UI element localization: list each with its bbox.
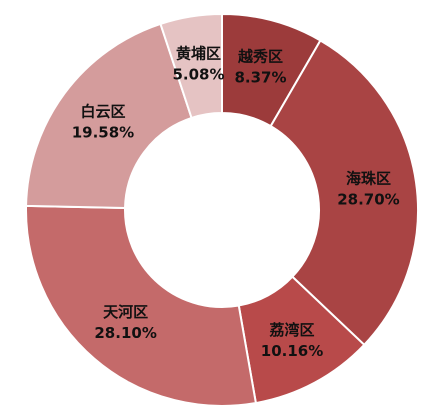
category-label: 白云区 <box>80 103 125 121</box>
donut-slice <box>269 39 419 347</box>
category-label: 天河区 <box>103 303 148 321</box>
donut-slice <box>25 204 258 407</box>
category-label: 荔湾区 <box>270 321 315 339</box>
category-label: 越秀区 <box>237 48 283 66</box>
value-label: 10.16% <box>261 342 323 360</box>
value-label: 28.70% <box>337 190 399 208</box>
category-label: 黄埔区 <box>176 44 221 62</box>
category-label: 海珠区 <box>346 169 391 187</box>
value-label: 28.10% <box>94 324 156 342</box>
value-label: 5.08% <box>172 65 224 83</box>
value-label: 8.37% <box>234 69 286 87</box>
donut-slice <box>25 22 193 209</box>
value-label: 19.58% <box>72 124 134 142</box>
donut-slice <box>159 12 223 120</box>
